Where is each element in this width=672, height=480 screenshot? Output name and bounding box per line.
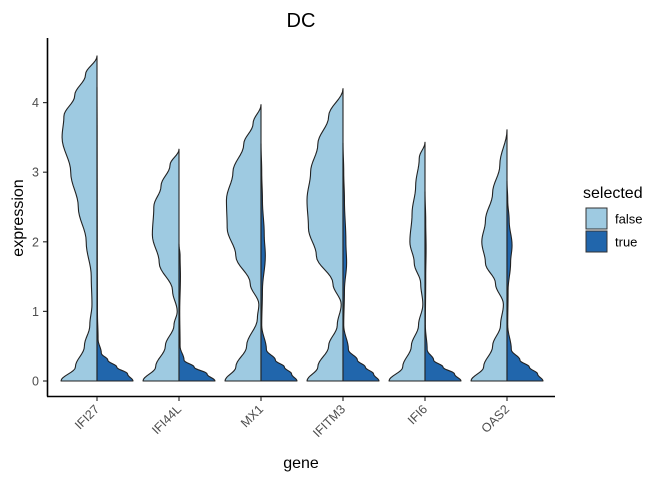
violin-true-ifi6 — [424, 191, 462, 382]
y-tick-label: 3 — [32, 166, 39, 180]
x-tick-label: IFI6 — [405, 402, 430, 427]
legend-label-false: false — [615, 212, 642, 227]
violin-true-ifitm3 — [342, 142, 380, 382]
x-axis-ticks: IFI27 IFI44L MX1 IFITM3 IFI6 OAS2 — [72, 397, 512, 440]
y-tick-label: 4 — [32, 96, 39, 110]
x-tick-label: OAS2 — [479, 402, 513, 436]
violin-true-ifi44l — [178, 243, 216, 382]
violin-false-ifi44l — [142, 148, 180, 382]
y-tick-label: 0 — [32, 375, 39, 389]
x-tick-label: IFITM3 — [310, 402, 348, 440]
violin-false-oas2 — [470, 129, 508, 382]
chart-title: DC — [287, 10, 316, 32]
x-axis-title: gene — [283, 455, 319, 472]
violin-false-ifi27 — [60, 55, 98, 382]
x-tick-label: IFI44L — [149, 402, 184, 437]
violin-layer — [60, 55, 544, 382]
y-axis-ticks: 0 1 2 3 4 — [32, 96, 47, 389]
violin-true-oas2 — [506, 180, 544, 382]
legend-key-true — [585, 230, 608, 253]
y-tick-label: 2 — [32, 235, 39, 249]
violin-false-ifitm3 — [306, 88, 344, 382]
legend-key-false — [585, 207, 608, 230]
violin-true-mx1 — [260, 143, 298, 382]
x-tick-label: MX1 — [238, 402, 266, 430]
violin-false-mx1 — [224, 104, 262, 382]
legend: selected false true — [583, 185, 643, 253]
legend-title: selected — [583, 185, 643, 202]
y-axis-title: expression — [10, 179, 27, 256]
violin-true-ifi27 — [96, 86, 134, 382]
violin-false-ifi6 — [388, 141, 426, 382]
y-tick-label: 1 — [32, 305, 39, 319]
legend-label-true: true — [615, 235, 637, 250]
x-tick-label: IFI27 — [72, 402, 102, 432]
